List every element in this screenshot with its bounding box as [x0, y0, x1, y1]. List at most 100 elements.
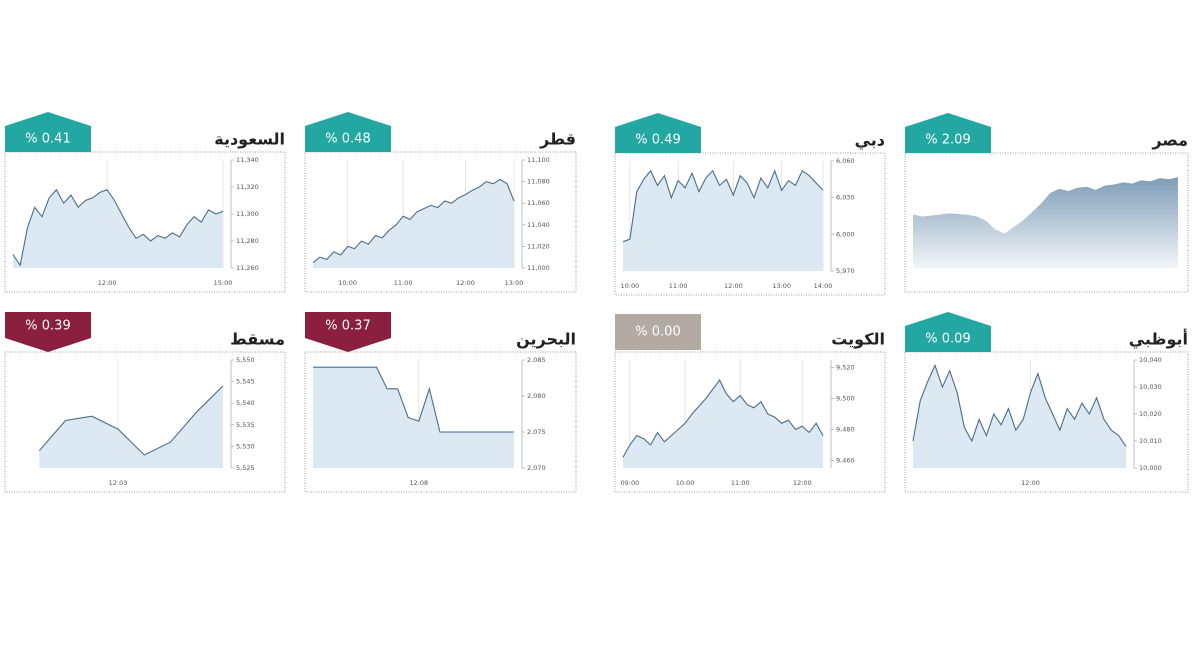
change-label: % 0.00: [635, 325, 680, 340]
change-label: % 2.09: [925, 133, 970, 148]
x-tick-label: 10:00: [676, 479, 695, 487]
x-tick-label: 11:00: [669, 282, 688, 290]
y-tick-label: 11,100: [527, 156, 550, 164]
x-tick-label: 12:00: [1021, 479, 1040, 487]
area-shade: [913, 177, 1178, 268]
change-label: % 0.41: [25, 132, 70, 147]
y-tick-label: 6,060: [836, 157, 855, 165]
change-badge: [305, 312, 391, 352]
area: [39, 385, 223, 468]
line: [622, 169, 824, 243]
y-tick-label: 11,080: [527, 178, 550, 186]
line: [912, 363, 1127, 447]
x-tick-label: 12:00: [793, 479, 812, 487]
y-tick-label: 11,260: [236, 264, 259, 272]
change-badge: [5, 312, 91, 352]
y-tick-label: 11,280: [236, 237, 259, 245]
chart-panel: البحرين % 0.37 12:08 2,085 2,080 2,075 2,070: [304, 312, 577, 493]
y-tick-label: 5,970: [836, 267, 855, 275]
y-tick-label: 9,460: [836, 456, 855, 464]
change-badge: [615, 113, 701, 153]
y-tick-label: 6,000: [836, 230, 855, 238]
y-tick-label: 9,520: [836, 364, 855, 372]
x-tick-label: 12:00: [724, 282, 743, 290]
y-tick-label: 11,040: [527, 221, 550, 229]
x-tick-label: 10:00: [338, 279, 357, 287]
chart-frame: [4, 151, 286, 293]
y-tick-label: 5,545: [236, 378, 255, 386]
change-label: % 0.09: [925, 332, 970, 347]
change-label: % 0.39: [25, 319, 70, 334]
y-tick-label: 11,320: [236, 183, 259, 191]
area: [313, 367, 514, 468]
y-tick-label: 10,020: [1139, 410, 1162, 418]
y-tick-label: 5,550: [236, 356, 255, 364]
y-tick-label: 9,480: [836, 425, 855, 433]
chart-panel: مصر % 2.09: [904, 113, 1189, 293]
chart-panel: دبي % 0.49 10:00 11:00 12:00 13:00 14:00 6,060 6…: [614, 113, 886, 296]
y-tick-label: 5,540: [236, 399, 255, 407]
x-tick-label: 15:00: [214, 279, 233, 287]
chart-title: مسقط: [230, 330, 285, 349]
y-tick-label: 2,075: [527, 428, 546, 436]
area: [313, 179, 514, 268]
x-tick-label: 14:00: [814, 282, 833, 290]
x-tick-label: 12:03: [109, 479, 128, 487]
chart-frame: [4, 351, 286, 493]
chart-panel: أبوظبي % 0.09 12:00 10,040 10,030 10,020 10,01…: [904, 312, 1189, 493]
x-tick-label: 10:00: [621, 282, 640, 290]
change-badge: [905, 113, 991, 153]
x-tick-label: 12:08: [409, 479, 428, 487]
change-label: % 0.48: [325, 132, 370, 147]
y-tick-label: 11,340: [236, 156, 259, 164]
line: [313, 366, 514, 433]
y-tick-label: 11,300: [236, 210, 259, 218]
chart-panel: الكويت % 0.00 09:00 10:00 11:00 12:00 9,520 9,5…: [614, 314, 886, 493]
chart-frame: [304, 351, 577, 493]
change-label: % 0.37: [325, 319, 370, 334]
y-tick-label: 6,030: [836, 194, 855, 202]
chart-title: البحرين: [516, 330, 576, 349]
area: [913, 365, 1126, 468]
chart-panel: قطر % 0.48 10:00 11:00 12:00 13:00 11,100 11,08…: [304, 112, 577, 293]
y-tick-label: 10,030: [1139, 383, 1162, 391]
chart-title: أبوظبي: [1129, 329, 1188, 350]
chart-frame: [904, 351, 1189, 493]
x-tick-label: 13:00: [505, 279, 524, 287]
y-tick-label: 2,080: [527, 392, 546, 400]
change-label: % 0.49: [635, 133, 680, 148]
y-tick-label: 2,085: [527, 356, 546, 364]
change-badge: [5, 112, 91, 152]
chart-title: السعودية: [214, 130, 285, 149]
chart-panel: السعودية % 0.41 12:00 15:00 11,340 11,320 11,3…: [4, 112, 286, 293]
chart-frame: [304, 151, 577, 293]
y-tick-label: 11,000: [527, 264, 550, 272]
change-badge: [305, 112, 391, 152]
line: [312, 178, 515, 264]
area: [623, 170, 823, 271]
line: [622, 379, 824, 458]
x-tick-label: 11:00: [731, 479, 750, 487]
area: [623, 380, 823, 468]
y-tick-label: 9,500: [836, 395, 855, 403]
y-tick-label: 10,040: [1139, 356, 1162, 364]
x-tick-label: 11:00: [394, 279, 413, 287]
x-tick-label: 12:00: [98, 279, 117, 287]
change-badge: [615, 314, 701, 350]
chart-title: مصر: [1151, 131, 1188, 150]
chart-frame: [614, 152, 886, 296]
y-tick-label: 2,070: [527, 464, 546, 472]
area: [13, 189, 223, 268]
y-tick-label: 10,010: [1139, 437, 1162, 445]
line: [12, 188, 224, 267]
y-tick-label: 5,530: [236, 442, 255, 450]
x-tick-label: 12:00: [456, 279, 475, 287]
y-tick-label: 5,525: [236, 464, 255, 472]
y-tick-label: 10,000: [1139, 464, 1162, 472]
y-tick-label: 5,535: [236, 421, 255, 429]
x-tick-label: 13:00: [772, 282, 791, 290]
chart-title: دبي: [855, 131, 885, 151]
y-tick-label: 11,060: [527, 199, 550, 207]
x-tick-label: 09:00: [621, 479, 640, 487]
